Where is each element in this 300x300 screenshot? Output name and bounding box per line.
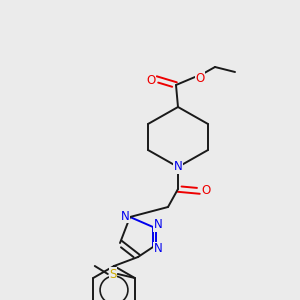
Text: O: O: [201, 184, 211, 197]
Text: N: N: [154, 218, 162, 232]
Text: O: O: [146, 74, 156, 86]
Text: S: S: [109, 268, 116, 281]
Text: N: N: [154, 242, 162, 256]
Text: N: N: [174, 160, 182, 173]
Text: N: N: [121, 209, 129, 223]
Text: O: O: [195, 71, 205, 85]
